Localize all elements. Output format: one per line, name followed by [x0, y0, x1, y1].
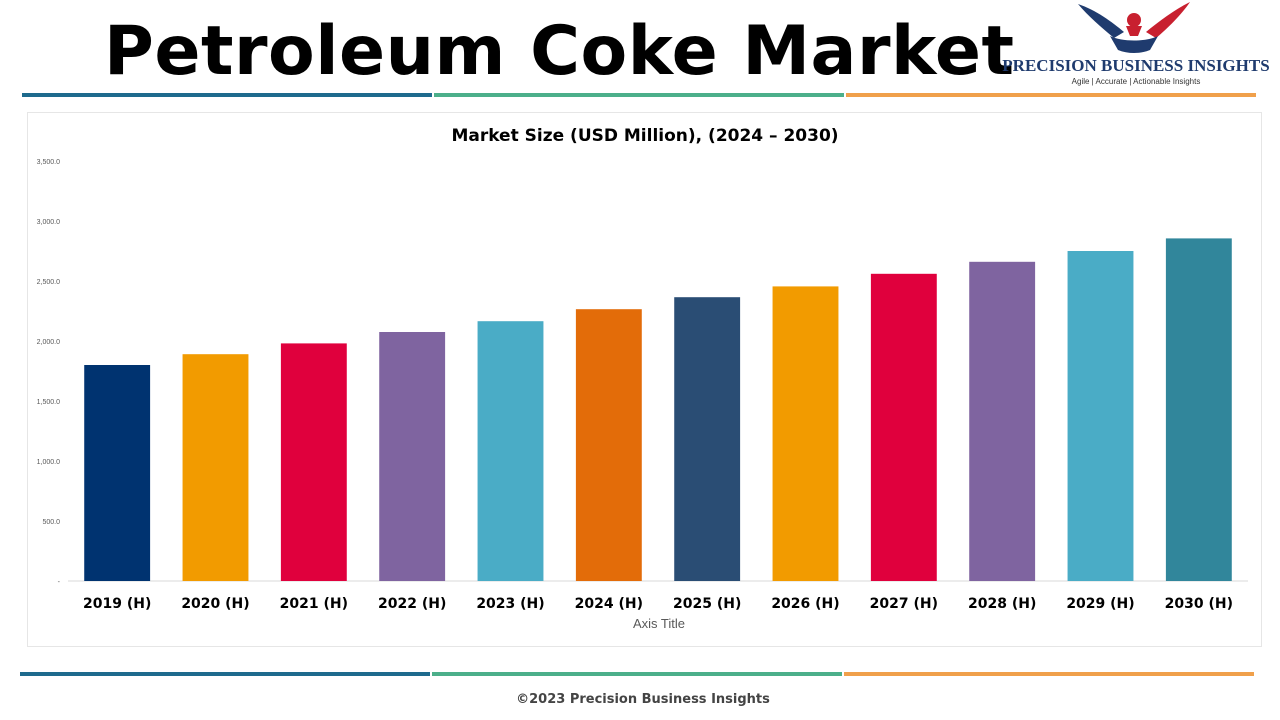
footer-copyright: ©2023 Precision Business Insights: [516, 692, 770, 707]
chart-title: Market Size (USD Million), (2024 – 2030): [451, 126, 838, 146]
chart-panel: Market Size (USD Million), (2024 – 2030)…: [27, 112, 1262, 647]
bar-2020-h: [182, 354, 249, 581]
x-axis: 2019 (H) 2020 (H) 2021 (H) 2022 (H) 2023 (H)…: [83, 596, 1233, 612]
eagle-handshake-logo-icon: [1078, 2, 1190, 53]
bar-2025-h: [674, 297, 741, 581]
top-rule-segment-3: [846, 93, 1256, 97]
y-tick-label: 3,500.0: [37, 159, 60, 166]
y-tick-label: 500.0: [42, 519, 60, 526]
x-tick-label: 2027 (H): [870, 596, 938, 612]
y-tick-label: 2,000.0: [37, 339, 60, 346]
bar-2024-h: [575, 309, 642, 581]
bar-2023-h: [477, 321, 544, 581]
bar-2030-h: [1165, 238, 1232, 581]
bar-2027-h: [870, 273, 937, 581]
y-axis: - 500.0 1,000.0 1,500.0 2,000.0 2,500.0 3,000.…: [37, 159, 61, 586]
bar-2021-h: [280, 343, 347, 581]
x-tick-label: 2028 (H): [968, 596, 1036, 612]
x-tick-label: 2030 (H): [1165, 596, 1233, 612]
x-axis-title: Axis Title: [633, 616, 685, 631]
bar-series: [84, 238, 1232, 581]
bottom-rule-segment-1: [20, 672, 430, 676]
bar-2026-h: [772, 286, 839, 581]
y-tick-label: 1,500.0: [37, 399, 60, 406]
bottom-rule-segment-3: [844, 672, 1254, 676]
bar-2019-h: [84, 365, 151, 581]
x-tick-label: 2021 (H): [280, 596, 348, 612]
top-rule-segment-2: [434, 93, 844, 97]
y-tick-label: -: [58, 579, 61, 586]
x-tick-label: 2025 (H): [673, 596, 741, 612]
y-tick-label: 2,500.0: [37, 279, 60, 286]
y-tick-label: 1,000.0: [37, 459, 60, 466]
x-tick-label: 2019 (H): [83, 596, 151, 612]
logo-tagline: Agile | Accurate | Actionable Insights: [1071, 77, 1201, 86]
page-title: Petroleum Coke Market: [104, 12, 1015, 91]
x-tick-label: 2023 (H): [476, 596, 544, 612]
x-tick-label: 2029 (H): [1066, 596, 1134, 612]
x-tick-label: 2024 (H): [575, 596, 643, 612]
x-tick-label: 2020 (H): [181, 596, 249, 612]
bar-2022-h: [379, 332, 446, 581]
x-tick-label: 2026 (H): [771, 596, 839, 612]
logo-company-name: PRECISION BUSINESS INSIGHTS: [1002, 56, 1270, 75]
bar-chart: Market Size (USD Million), (2024 – 2030)…: [37, 126, 1248, 631]
x-tick-label: 2022 (H): [378, 596, 446, 612]
bottom-rule-segment-2: [432, 672, 842, 676]
bar-2028-h: [969, 261, 1036, 581]
company-logo: PRECISION BUSINESS INSIGHTS Agile | Accu…: [990, 0, 1280, 92]
y-tick-label: 3,000.0: [37, 219, 60, 226]
bar-2029-h: [1067, 251, 1134, 581]
top-rule-segment-1: [22, 93, 432, 97]
